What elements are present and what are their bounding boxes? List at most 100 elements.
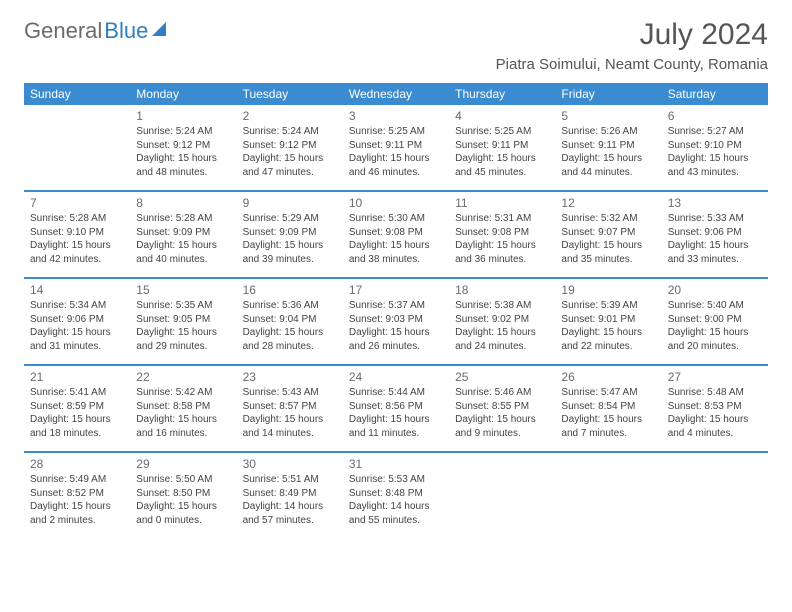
day-info-line: Sunrise: 5:30 AM — [349, 212, 443, 226]
day-info-line: Sunrise: 5:39 AM — [561, 299, 655, 313]
day-number: 16 — [243, 282, 337, 298]
day-info-line: Daylight: 15 hours — [243, 152, 337, 166]
calendar-day-cell: 30Sunrise: 5:51 AMSunset: 8:49 PMDayligh… — [237, 453, 343, 539]
day-info-line: Sunset: 9:04 PM — [243, 313, 337, 327]
weekday-header: Saturday — [662, 83, 768, 105]
day-info-line: Sunrise: 5:51 AM — [243, 473, 337, 487]
calendar-day-cell: 9Sunrise: 5:29 AMSunset: 9:09 PMDaylight… — [237, 192, 343, 278]
day-info-line: Daylight: 15 hours — [455, 326, 549, 340]
calendar-day-cell: 4Sunrise: 5:25 AMSunset: 9:11 PMDaylight… — [449, 105, 555, 191]
day-info-line: and 26 minutes. — [349, 340, 443, 354]
day-number: 8 — [136, 195, 230, 211]
day-info-line: Daylight: 15 hours — [30, 239, 124, 253]
day-info-line: Daylight: 15 hours — [136, 413, 230, 427]
day-info-line: and 28 minutes. — [243, 340, 337, 354]
day-info-line: Daylight: 15 hours — [30, 413, 124, 427]
calendar-day-cell: 28Sunrise: 5:49 AMSunset: 8:52 PMDayligh… — [24, 453, 130, 539]
brand-part1: General — [24, 18, 102, 44]
day-info-line: and 22 minutes. — [561, 340, 655, 354]
day-info-line: Sunrise: 5:41 AM — [30, 386, 124, 400]
day-info-line: Sunset: 9:05 PM — [136, 313, 230, 327]
day-info-line: Sunset: 9:01 PM — [561, 313, 655, 327]
day-number: 12 — [561, 195, 655, 211]
day-info-line: and 20 minutes. — [668, 340, 762, 354]
day-info-line: Sunset: 8:52 PM — [30, 487, 124, 501]
day-info-line: Sunrise: 5:25 AM — [349, 125, 443, 139]
day-info-line: Sunrise: 5:42 AM — [136, 386, 230, 400]
day-number: 28 — [30, 456, 124, 472]
day-info-line: Daylight: 15 hours — [136, 326, 230, 340]
day-info-line: Sunset: 9:12 PM — [136, 139, 230, 153]
day-number: 7 — [30, 195, 124, 211]
day-info-line: Daylight: 15 hours — [136, 152, 230, 166]
day-info-line: and 45 minutes. — [455, 166, 549, 180]
day-info-line: Sunrise: 5:34 AM — [30, 299, 124, 313]
calendar-day-cell: 19Sunrise: 5:39 AMSunset: 9:01 PMDayligh… — [555, 279, 661, 365]
day-info-line: Daylight: 15 hours — [561, 413, 655, 427]
day-info-line: Sunset: 9:10 PM — [668, 139, 762, 153]
day-info-line: and 46 minutes. — [349, 166, 443, 180]
day-info-line: Sunrise: 5:44 AM — [349, 386, 443, 400]
day-info-line: Sunset: 9:09 PM — [243, 226, 337, 240]
day-info-line: Sunset: 8:57 PM — [243, 400, 337, 414]
calendar-day-cell: 14Sunrise: 5:34 AMSunset: 9:06 PMDayligh… — [24, 279, 130, 365]
day-number: 4 — [455, 108, 549, 124]
day-info-line: and 24 minutes. — [455, 340, 549, 354]
day-number: 14 — [30, 282, 124, 298]
title-block: July 2024 Piatra Soimului, Neamt County,… — [496, 18, 768, 79]
day-number: 25 — [455, 369, 549, 385]
header: GeneralBlue July 2024 Piatra Soimului, N… — [24, 18, 768, 79]
calendar-day-cell: 8Sunrise: 5:28 AMSunset: 9:09 PMDaylight… — [130, 192, 236, 278]
day-info-line: Daylight: 15 hours — [30, 326, 124, 340]
day-info-line: Daylight: 15 hours — [668, 239, 762, 253]
calendar-day-cell: 25Sunrise: 5:46 AMSunset: 8:55 PMDayligh… — [449, 366, 555, 452]
day-info-line: Daylight: 15 hours — [668, 326, 762, 340]
day-info-line: Sunset: 9:08 PM — [349, 226, 443, 240]
day-info-line: and 18 minutes. — [30, 427, 124, 441]
day-number: 17 — [349, 282, 443, 298]
day-info-line: Sunset: 8:56 PM — [349, 400, 443, 414]
day-info-line: Sunset: 9:09 PM — [136, 226, 230, 240]
day-info-line: Daylight: 15 hours — [455, 413, 549, 427]
calendar-day-cell: 16Sunrise: 5:36 AMSunset: 9:04 PMDayligh… — [237, 279, 343, 365]
day-number: 3 — [349, 108, 443, 124]
day-info-line: and 2 minutes. — [30, 514, 124, 528]
day-info-line: Daylight: 15 hours — [561, 152, 655, 166]
calendar-week-row: 28Sunrise: 5:49 AMSunset: 8:52 PMDayligh… — [24, 453, 768, 539]
calendar-day-cell: 5Sunrise: 5:26 AMSunset: 9:11 PMDaylight… — [555, 105, 661, 191]
day-number: 27 — [668, 369, 762, 385]
day-info-line: Sunrise: 5:47 AM — [561, 386, 655, 400]
day-number: 9 — [243, 195, 337, 211]
day-number: 18 — [455, 282, 549, 298]
logo-triangle-icon — [152, 22, 166, 36]
day-number: 26 — [561, 369, 655, 385]
day-number: 10 — [349, 195, 443, 211]
day-info-line: Sunset: 8:59 PM — [30, 400, 124, 414]
day-info-line: and 57 minutes. — [243, 514, 337, 528]
weekday-header: Monday — [130, 83, 236, 105]
day-info-line: and 40 minutes. — [136, 253, 230, 267]
calendar-day-cell: 27Sunrise: 5:48 AMSunset: 8:53 PMDayligh… — [662, 366, 768, 452]
weekday-header: Thursday — [449, 83, 555, 105]
calendar-day-cell — [449, 453, 555, 539]
month-title: July 2024 — [496, 18, 768, 52]
day-info-line: Sunset: 9:10 PM — [30, 226, 124, 240]
weekday-header: Friday — [555, 83, 661, 105]
day-info-line: Sunrise: 5:29 AM — [243, 212, 337, 226]
calendar-day-cell: 7Sunrise: 5:28 AMSunset: 9:10 PMDaylight… — [24, 192, 130, 278]
day-info-line: and 35 minutes. — [561, 253, 655, 267]
day-info-line: Sunrise: 5:46 AM — [455, 386, 549, 400]
day-info-line: and 0 minutes. — [136, 514, 230, 528]
day-info-line: Sunset: 9:11 PM — [349, 139, 443, 153]
day-info-line: Daylight: 15 hours — [349, 239, 443, 253]
calendar-day-cell: 13Sunrise: 5:33 AMSunset: 9:06 PMDayligh… — [662, 192, 768, 278]
day-info-line: Sunset: 8:53 PM — [668, 400, 762, 414]
day-info-line: Sunset: 8:50 PM — [136, 487, 230, 501]
calendar-body: 1Sunrise: 5:24 AMSunset: 9:12 PMDaylight… — [24, 105, 768, 539]
day-info-line: Sunrise: 5:24 AM — [243, 125, 337, 139]
calendar-day-cell: 10Sunrise: 5:30 AMSunset: 9:08 PMDayligh… — [343, 192, 449, 278]
day-info-line: and 29 minutes. — [136, 340, 230, 354]
day-info-line: and 48 minutes. — [136, 166, 230, 180]
day-info-line: Daylight: 14 hours — [243, 500, 337, 514]
day-info-line: Sunrise: 5:24 AM — [136, 125, 230, 139]
